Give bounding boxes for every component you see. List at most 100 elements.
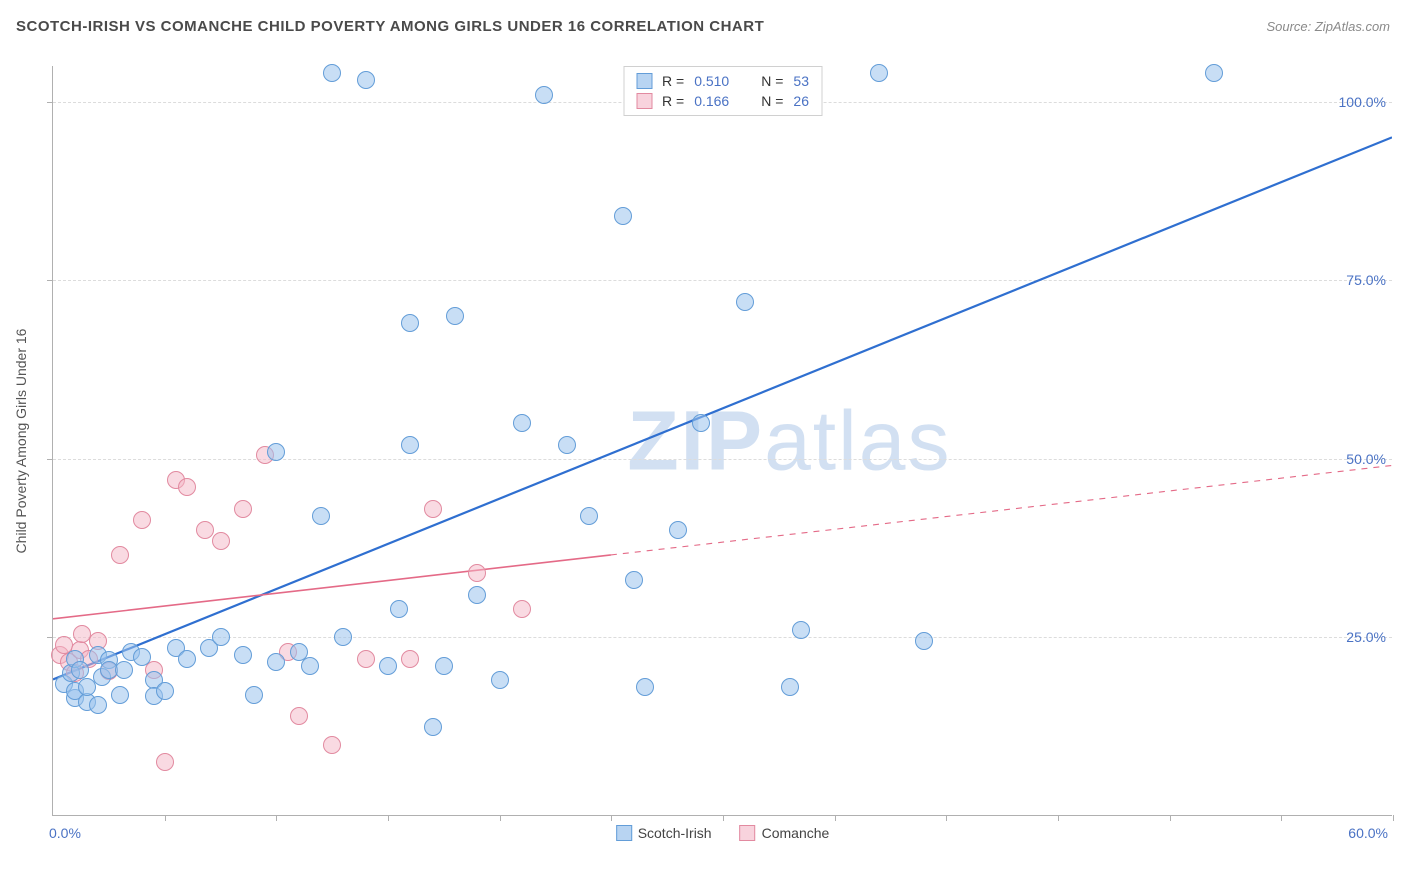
scatter-point-pink <box>89 632 107 650</box>
scatter-point-blue <box>89 646 107 664</box>
x-tick <box>835 815 836 821</box>
stats-row-blue: R = 0.510 N = 53 <box>636 71 809 91</box>
watermark-zip: ZIP <box>627 393 764 487</box>
chart-title: SCOTCH-IRISH VS COMANCHE CHILD POVERTY A… <box>16 18 764 35</box>
r-value-pink: 0.166 <box>694 93 729 109</box>
r-label: R = <box>662 93 684 109</box>
scatter-point-pink <box>234 500 252 518</box>
scatter-point-blue <box>245 686 263 704</box>
x-tick <box>1393 815 1394 821</box>
scatter-point-pink <box>167 471 185 489</box>
trendlines <box>53 66 1392 815</box>
scatter-point-pink <box>178 478 196 496</box>
scatter-point-blue <box>870 64 888 82</box>
scatter-point-blue <box>93 668 111 686</box>
scatter-point-pink <box>279 643 297 661</box>
scatter-point-pink <box>71 641 89 659</box>
scatter-point-blue <box>78 678 96 696</box>
n-label: N = <box>761 73 783 89</box>
swatch-blue <box>616 825 632 841</box>
scatter-point-blue <box>513 414 531 432</box>
y-tick-label: 75.0% <box>1346 272 1386 288</box>
scatter-point-blue <box>1205 64 1223 82</box>
legend-label-pink: Comanche <box>762 825 830 841</box>
x-tick <box>611 815 612 821</box>
scatter-point-blue <box>636 678 654 696</box>
scatter-point-blue <box>614 207 632 225</box>
scatter-point-blue <box>133 648 151 666</box>
scatter-point-pink <box>51 646 69 664</box>
scatter-point-pink <box>424 500 442 518</box>
y-axis-title: Child Poverty Among Girls Under 16 <box>13 328 29 553</box>
scatter-point-blue <box>468 586 486 604</box>
scatter-point-blue <box>66 682 84 700</box>
scatter-point-blue <box>301 657 319 675</box>
r-label: R = <box>662 73 684 89</box>
legend-item-pink: Comanche <box>740 825 830 841</box>
scatter-point-blue <box>390 600 408 618</box>
scatter-point-blue <box>122 643 140 661</box>
x-tick <box>946 815 947 821</box>
scatter-point-blue <box>558 436 576 454</box>
scatter-point-pink <box>212 532 230 550</box>
scatter-point-pink <box>468 564 486 582</box>
scatter-point-blue <box>66 650 84 668</box>
scatter-point-blue <box>915 632 933 650</box>
swatch-pink <box>740 825 756 841</box>
n-value-pink: 26 <box>793 93 809 109</box>
legend-item-blue: Scotch-Irish <box>616 825 712 841</box>
scatter-point-blue <box>71 661 89 679</box>
x-axis-min-label: 0.0% <box>49 825 81 841</box>
y-tick-label: 25.0% <box>1346 629 1386 645</box>
scatter-point-blue <box>111 686 129 704</box>
scatter-point-blue <box>401 314 419 332</box>
n-label: N = <box>761 93 783 109</box>
scatter-point-blue <box>401 436 419 454</box>
scatter-point-blue <box>379 657 397 675</box>
scatter-point-blue <box>435 657 453 675</box>
plot-area: ZIPatlas Child Poverty Among Girls Under… <box>52 66 1392 816</box>
x-tick <box>1170 815 1171 821</box>
scatter-point-pink <box>290 707 308 725</box>
scatter-point-pink <box>145 661 163 679</box>
scatter-point-blue <box>669 521 687 539</box>
scatter-point-blue <box>357 71 375 89</box>
scatter-point-pink <box>111 546 129 564</box>
gridline <box>53 459 1392 460</box>
scatter-point-blue <box>89 696 107 714</box>
scatter-point-blue <box>115 661 133 679</box>
series-legend: Scotch-Irish Comanche <box>616 825 830 841</box>
scatter-point-blue <box>290 643 308 661</box>
scatter-point-pink <box>100 662 118 680</box>
x-tick <box>165 815 166 821</box>
scatter-point-blue <box>323 64 341 82</box>
scatter-point-pink <box>133 511 151 529</box>
scatter-point-blue <box>736 293 754 311</box>
swatch-blue <box>636 73 652 89</box>
scatter-point-blue <box>234 646 252 664</box>
scatter-point-blue <box>178 650 196 668</box>
scatter-point-blue <box>62 664 80 682</box>
x-tick <box>500 815 501 821</box>
swatch-pink <box>636 93 652 109</box>
scatter-point-blue <box>156 682 174 700</box>
x-tick <box>1281 815 1282 821</box>
x-tick <box>723 815 724 821</box>
scatter-point-pink <box>256 446 274 464</box>
scatter-point-pink <box>196 521 214 539</box>
x-tick <box>388 815 389 821</box>
scatter-point-blue <box>100 661 118 679</box>
legend-label-blue: Scotch-Irish <box>638 825 712 841</box>
scatter-point-blue <box>580 507 598 525</box>
scatter-point-pink <box>401 650 419 668</box>
scatter-point-blue <box>491 671 509 689</box>
y-tick-label: 50.0% <box>1346 451 1386 467</box>
watermark-atlas: atlas <box>764 393 951 487</box>
scatter-point-blue <box>167 639 185 657</box>
scatter-point-pink <box>66 664 84 682</box>
scatter-point-pink <box>156 753 174 771</box>
scatter-point-blue <box>692 414 710 432</box>
scatter-point-blue <box>100 651 118 669</box>
scatter-point-blue <box>66 689 84 707</box>
scatter-point-blue <box>312 507 330 525</box>
